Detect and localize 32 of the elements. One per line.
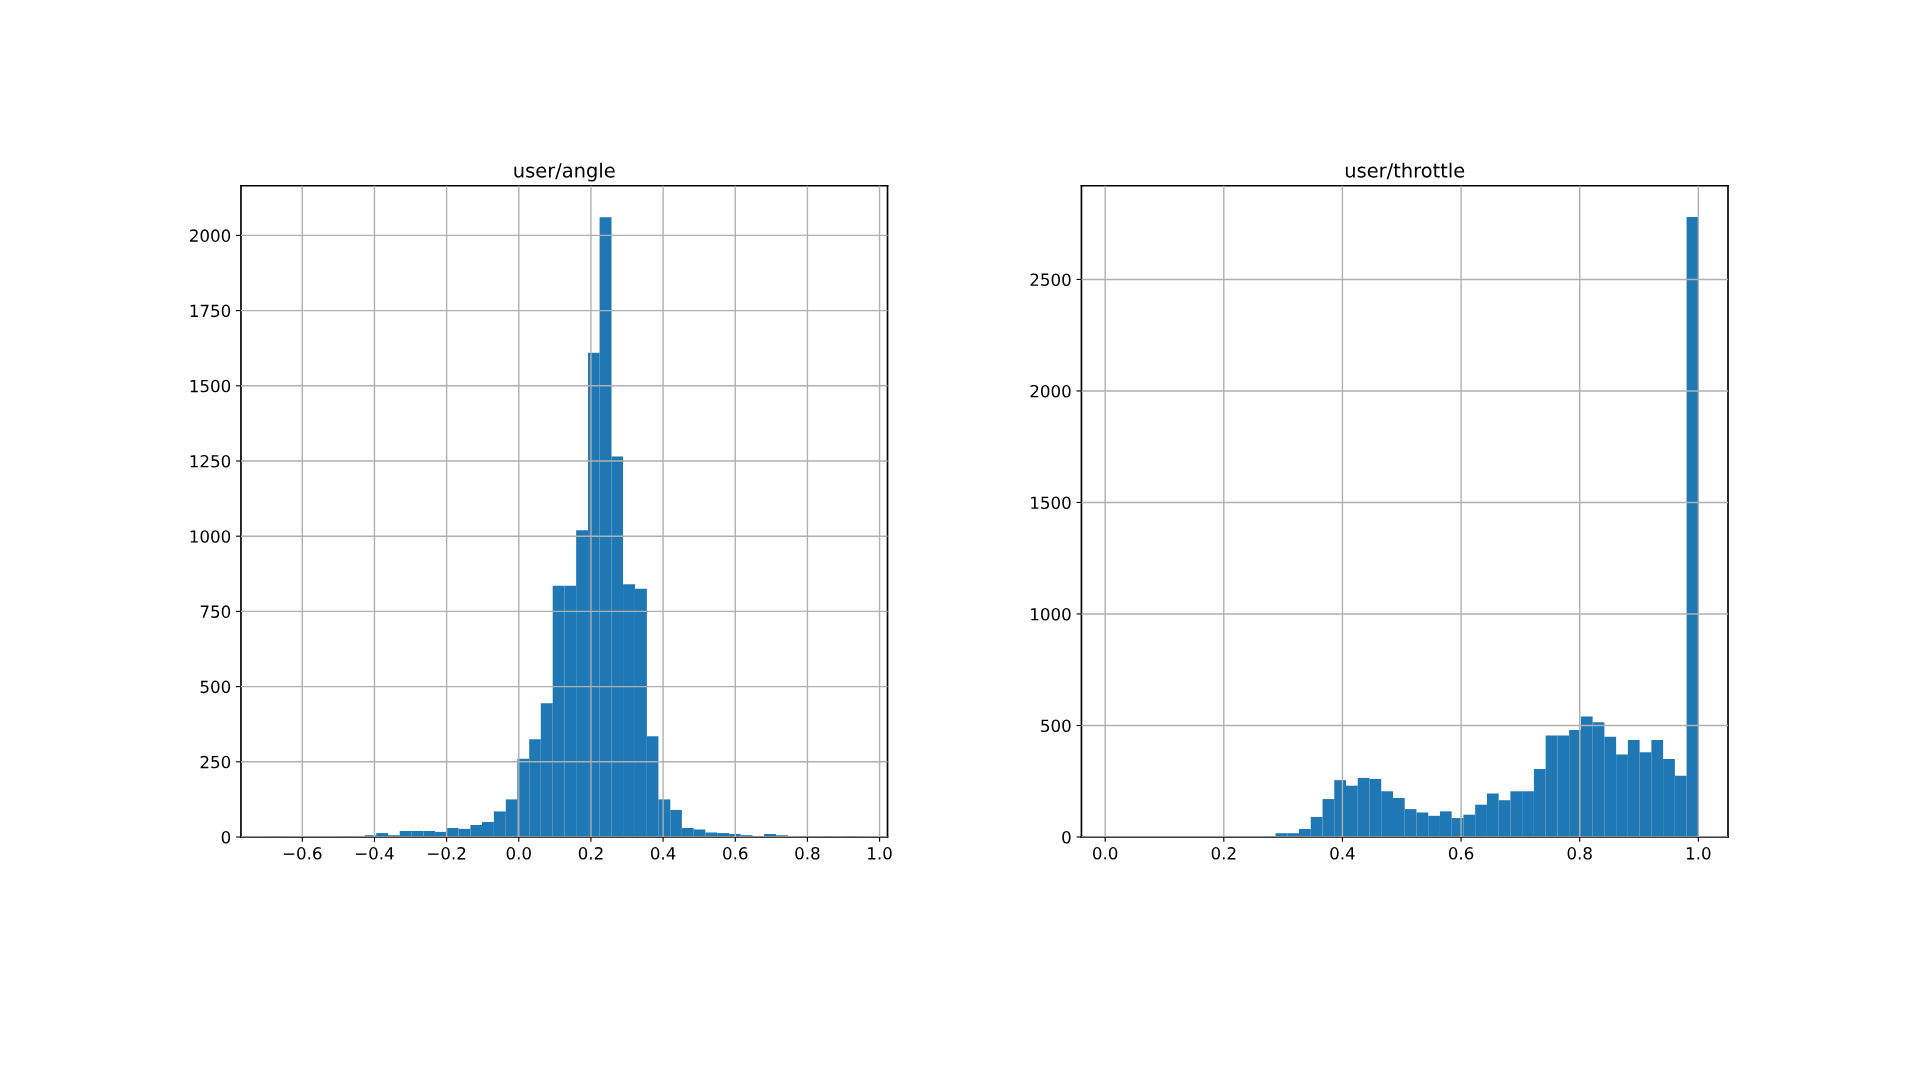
- x-tick-label: 0.4: [650, 847, 676, 860]
- y-tick-label: 2500: [1030, 273, 1071, 286]
- x-tick-label: 0.6: [1448, 847, 1474, 860]
- x-tick-label: 1.0: [868, 847, 892, 860]
- y-tick-label: 0: [1062, 830, 1071, 844]
- y-tick-label: 0: [221, 830, 231, 844]
- x-tick-label: 0.8: [795, 847, 820, 860]
- y-tick-label: 250: [200, 755, 231, 769]
- x-tick-label: 0.0: [506, 847, 531, 860]
- y-tick-label: 2000: [190, 229, 231, 242]
- x-tick-label: 0.0: [1093, 847, 1118, 860]
- y-tick-label: 1000: [190, 530, 231, 543]
- chart-title: user/angle: [514, 162, 615, 182]
- x-tick-label: 0.2: [1211, 847, 1236, 860]
- y-tick-label: 2000: [1030, 384, 1071, 398]
- y-tick-label: 1250: [190, 454, 231, 468]
- x-tick-label: 0.6: [723, 847, 748, 860]
- y-tick-label: 750: [200, 605, 231, 618]
- y-tick-label: 500: [200, 680, 231, 694]
- x-tick-label: 0.4: [1330, 847, 1355, 860]
- x-tick-label: 0.8: [1567, 847, 1592, 860]
- y-tick-label: 1500: [190, 379, 231, 393]
- x-tick-label: 0.2: [578, 847, 603, 860]
- y-tick-label: 1750: [190, 304, 231, 318]
- y-tick-label: 500: [1041, 719, 1071, 733]
- y-tick-label: 1500: [1031, 496, 1071, 510]
- x-tick-label: −0.6: [283, 847, 322, 860]
- y-tick-label: 1000: [1031, 607, 1071, 621]
- x-tick-label: 1.0: [1686, 847, 1711, 860]
- x-tick-label: −0.2: [428, 847, 466, 860]
- chart-title: user/throttle: [1345, 162, 1465, 180]
- x-tick-label: −0.4: [355, 847, 394, 860]
